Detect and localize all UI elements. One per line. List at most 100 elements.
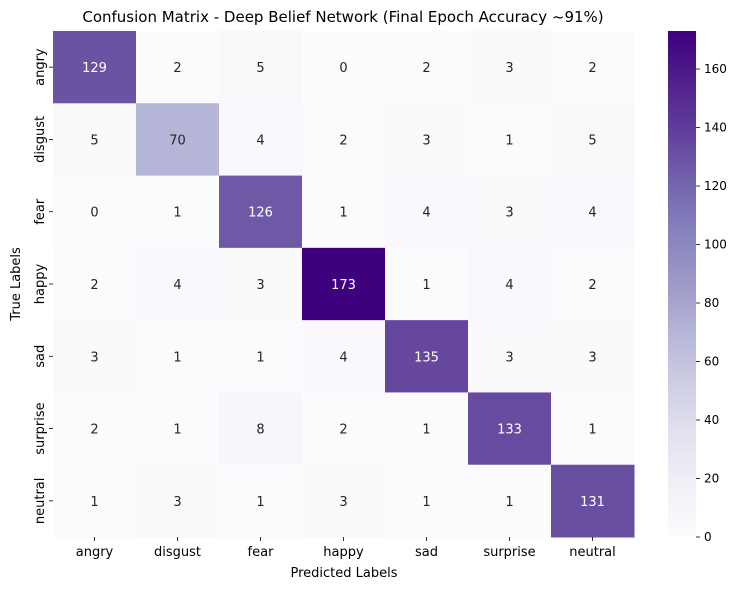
heatmap-cell-value: 3 — [90, 350, 98, 365]
heatmap-cell-value: 126 — [248, 206, 273, 221]
heatmap-cell-value: 2 — [588, 61, 596, 76]
heatmap-cell-value: 173 — [331, 278, 356, 293]
heatmap-cell — [302, 320, 386, 393]
heatmap-cell — [468, 464, 552, 538]
heatmap-cell — [136, 31, 220, 104]
colorbar-ticks: 0 20 40 60 80 100 120 140 160 — [696, 62, 727, 544]
heatmap-cell — [219, 464, 303, 538]
heatmap-cell — [385, 392, 469, 466]
heatmap-cell-value: 4 — [173, 278, 181, 293]
heatmap-cell-value: 2 — [173, 61, 181, 76]
heatmap-cell — [468, 175, 552, 249]
heatmap-cell — [468, 103, 552, 177]
heatmap-cell-value: 4 — [256, 133, 264, 148]
heatmap-cell — [219, 320, 303, 393]
colorbar-tick-label: 100 — [704, 238, 727, 252]
heatmap-cell — [136, 320, 220, 393]
y-tick-label: disgust — [33, 116, 48, 163]
heatmap-cell — [53, 103, 137, 177]
y-tick-label: surprise — [33, 402, 48, 454]
x-tick-label: sad — [415, 545, 438, 560]
heatmap-cell-value: 1 — [339, 206, 347, 221]
heatmap-cell — [468, 247, 552, 321]
heatmap-cell-value: 3 — [505, 206, 513, 221]
heatmap-cell — [53, 31, 137, 104]
heatmap-cell — [302, 175, 386, 249]
colorbar-tick-label: 80 — [704, 296, 719, 310]
heatmap-cell-value: 3 — [422, 133, 430, 148]
y-axis-label: True Labels — [9, 247, 24, 322]
heatmap-cell — [551, 31, 635, 104]
heatmap-cell-labels: 129 2 5 0 2 3 2 5 70 4 2 3 1 5 0 1 126 1 4 3 4 2 4 3 173 1 4 2 3 1 1 4 1… — [82, 61, 605, 510]
colorbar-tick-label: 160 — [704, 62, 727, 76]
heatmap-cell — [385, 464, 469, 538]
heatmap-cell-value: 1 — [256, 495, 264, 510]
colorbar-tick-label: 60 — [704, 355, 719, 369]
heatmap-cell — [385, 247, 469, 321]
heatmap-cell — [219, 247, 303, 321]
heatmap-cell — [385, 320, 469, 393]
heatmap-cell-value: 3 — [505, 61, 513, 76]
heatmap-cell-value: 4 — [422, 206, 430, 221]
heatmap-cell-value: 3 — [588, 350, 596, 365]
x-tick-label: neutral — [569, 545, 616, 560]
heatmap-cell — [468, 31, 552, 104]
heatmap-cell — [53, 320, 137, 393]
heatmap-cell-value: 3 — [339, 495, 347, 510]
x-tick-label: fear — [248, 545, 275, 560]
heatmap-cell — [136, 247, 220, 321]
heatmap-cell-value: 129 — [82, 61, 107, 76]
y-tick-label: happy — [33, 263, 48, 304]
heatmap-cell-value: 2 — [588, 278, 596, 293]
heatmap-cell-value: 2 — [90, 278, 98, 293]
heatmap-cell-value: 70 — [169, 133, 186, 148]
colorbar-tick-label: 20 — [704, 472, 719, 486]
heatmap-cell — [136, 392, 220, 466]
heatmap-cell-value: 1 — [173, 206, 181, 221]
heatmap-cell-value: 4 — [339, 350, 347, 365]
heatmap-cell-value: 3 — [173, 495, 181, 510]
heatmap-cell — [53, 247, 137, 321]
heatmap-cell — [385, 31, 469, 104]
x-tick-label: surprise — [483, 545, 535, 560]
heatmap-cell — [219, 31, 303, 104]
heatmap-cell — [551, 103, 635, 177]
heatmap-cell-value: 8 — [256, 423, 264, 438]
heatmap-cell-value: 3 — [505, 350, 513, 365]
heatmap-cell-value: 4 — [505, 278, 513, 293]
x-axis-ticks: angry disgust fear happy sad surprise neutral — [76, 537, 616, 560]
heatmap-cell — [136, 464, 220, 538]
heatmap-cell-value: 5 — [588, 133, 596, 148]
x-tick-label: disgust — [154, 545, 201, 560]
colorbar-tick-label: 140 — [704, 121, 727, 135]
heatmap-cell-value: 2 — [90, 423, 98, 438]
y-tick-label: sad — [33, 345, 48, 368]
heatmap-cell-value: 131 — [580, 495, 605, 510]
heatmap-cell — [302, 247, 386, 321]
heatmap-cell-value: 1 — [90, 495, 98, 510]
heatmap-cell-value: 1 — [173, 350, 181, 365]
y-tick-label: fear — [33, 198, 48, 225]
heatmap-cell-value: 1 — [256, 350, 264, 365]
heatmap-cell — [551, 320, 635, 393]
heatmap-cell — [551, 175, 635, 249]
heatmap-cell-value: 1 — [422, 278, 430, 293]
heatmap-cell-value: 5 — [90, 133, 98, 148]
heatmap-cell-value: 2 — [339, 423, 347, 438]
heatmap-cell — [302, 103, 386, 177]
colorbar-tick-label: 120 — [704, 179, 727, 193]
heatmap-cell — [551, 247, 635, 321]
heatmap-cell-value: 1 — [505, 495, 513, 510]
y-axis-ticks: angry disgust fear happy sad surprise neutral — [33, 48, 53, 524]
heatmap-cell — [551, 392, 635, 466]
heatmap-cell-value: 4 — [588, 206, 596, 221]
heatmap-cell — [302, 392, 386, 466]
x-axis-label: Predicted Labels — [290, 566, 397, 581]
heatmap-cell-value: 0 — [339, 61, 347, 76]
chart-title: Confusion Matrix - Deep Belief Network (… — [82, 8, 603, 26]
heatmap-cell-value: 135 — [414, 350, 439, 365]
heatmap-cell-value: 1 — [505, 133, 513, 148]
heatmap-cell-value: 1 — [422, 423, 430, 438]
heatmap-cell-value: 1 — [173, 423, 181, 438]
